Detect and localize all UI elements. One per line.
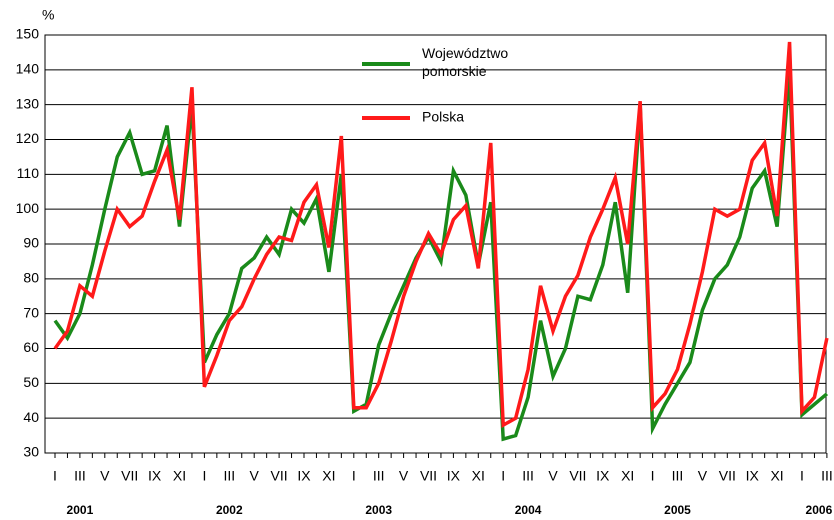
x-tick-label: XI <box>173 468 186 484</box>
x-tick-label: I <box>800 468 804 484</box>
x-tick-label: I <box>651 468 655 484</box>
year-label: 2001 <box>67 503 94 517</box>
plot-border <box>44 34 827 454</box>
y-tick-label: 80 <box>23 270 39 286</box>
y-tick-label: 140 <box>16 61 40 77</box>
legend-line: pomorskie <box>422 63 487 79</box>
legend-label: Polska <box>422 109 464 125</box>
year-label: 2005 <box>664 503 691 517</box>
x-tick-label: V <box>100 468 110 484</box>
year-label: 2006 <box>806 503 833 517</box>
x-tick-label: V <box>250 468 260 484</box>
y-tick-label: 40 <box>23 409 39 425</box>
y-tick-label: 150 <box>16 26 40 42</box>
x-tick-label: III <box>672 468 684 484</box>
x-tick-label: I <box>53 468 57 484</box>
x-tick-label: IX <box>447 468 461 484</box>
y-tick-label: 70 <box>23 304 39 320</box>
y-unit: % <box>42 7 54 23</box>
y-tick-label: 90 <box>23 235 39 251</box>
x-tick-label: XI <box>770 468 783 484</box>
x-tick-label: VII <box>719 468 736 484</box>
x-tick-label: VII <box>569 468 586 484</box>
x-tick-label: III <box>74 468 86 484</box>
year-label: 2002 <box>216 503 243 517</box>
y-tick-label: 50 <box>23 374 39 390</box>
y-tick-label: 130 <box>16 95 40 111</box>
y-tick-label: 120 <box>16 130 40 146</box>
x-tick-label: V <box>399 468 409 484</box>
x-tick-label: V <box>548 468 558 484</box>
x-tick-label: IX <box>746 468 760 484</box>
year-label: 2003 <box>365 503 392 517</box>
x-tick-label: VII <box>420 468 437 484</box>
x-tick-label: VII <box>121 468 138 484</box>
y-tick-label: 110 <box>17 165 40 181</box>
legend-label: Województwo pomorskie <box>422 45 508 79</box>
y-tick-label: 60 <box>23 339 39 355</box>
year-label: 2004 <box>515 503 542 517</box>
x-tick-label: I <box>202 468 206 484</box>
x-tick-label: IX <box>596 468 610 484</box>
x-tick-label: IX <box>148 468 162 484</box>
series-line <box>53 41 829 429</box>
x-tick-label: XI <box>621 468 634 484</box>
x-tick-label: XI <box>322 468 335 484</box>
x-tick-label: IX <box>297 468 311 484</box>
x-tick-label: VII <box>271 468 288 484</box>
x-tick-label: III <box>522 468 534 484</box>
x-tick-label: V <box>698 468 708 484</box>
y-tick-label: 30 <box>23 444 39 460</box>
x-tick-label: III <box>373 468 385 484</box>
x-tick-label: XI <box>472 468 485 484</box>
y-tick-label: 100 <box>16 200 40 216</box>
x-tick-label: I <box>352 468 356 484</box>
x-tick-label: III <box>223 468 235 484</box>
x-tick-label: III <box>821 468 833 484</box>
legend-line: Województwo <box>422 45 508 61</box>
x-tick-label: I <box>501 468 505 484</box>
